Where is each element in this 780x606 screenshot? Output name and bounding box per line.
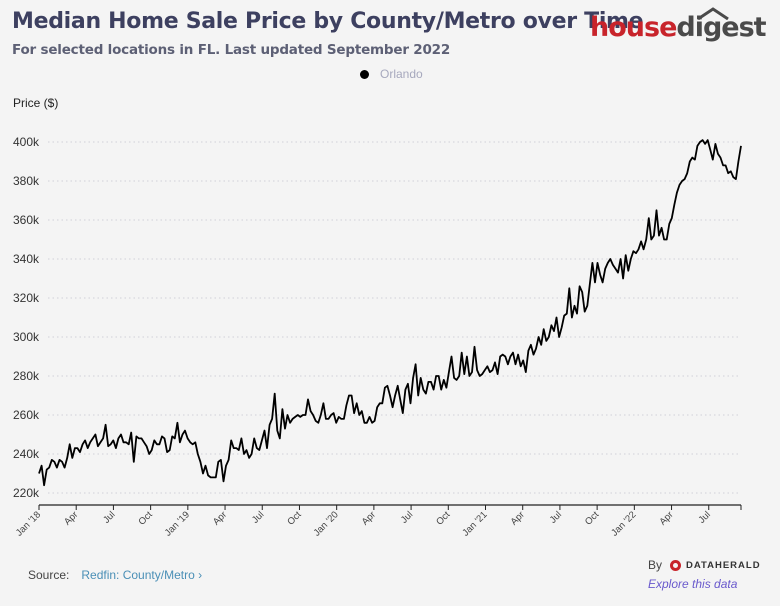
y-tick-label: 400k bbox=[13, 135, 40, 149]
y-tick-label: 360k bbox=[13, 213, 40, 227]
logo-text-house: house bbox=[590, 12, 677, 43]
house-roof-icon bbox=[697, 7, 729, 20]
y-axis-label: Price ($) bbox=[13, 96, 59, 110]
logo-text-digest: digest bbox=[676, 12, 766, 43]
y-tick-label: 300k bbox=[13, 330, 40, 344]
x-tick-label: Apr bbox=[211, 509, 229, 527]
x-tick-label: Jul bbox=[548, 509, 564, 525]
x-tick-label: Jan '20 bbox=[312, 509, 341, 538]
x-tick-label: Apr bbox=[360, 509, 378, 527]
x-tick-label: Apr bbox=[62, 509, 80, 527]
dataherald-logo-icon bbox=[670, 559, 682, 571]
dataherald-brand[interactable]: DATAHERALD bbox=[686, 559, 761, 571]
x-tick-label: Apr bbox=[509, 509, 527, 527]
x-tick-label: Jul bbox=[250, 509, 266, 525]
x-tick-label: Jan '22 bbox=[609, 509, 638, 538]
x-tick-label: Jan '19 bbox=[163, 509, 192, 538]
by-label: By bbox=[648, 558, 663, 572]
x-tick-label: Oct bbox=[434, 509, 452, 527]
x-tick-label: Jan '21 bbox=[460, 509, 489, 538]
chevron-right-icon: › bbox=[194, 568, 203, 582]
series-line-orlando bbox=[38, 139, 742, 487]
line-chart: 220k 240k 260k 280k 300k 320k 340k 360k 380k 400k… bbox=[13, 135, 742, 539]
chart-subtitle: For selected locations in FL. Last updat… bbox=[12, 42, 451, 58]
explore-data-link[interactable]: Explore this data bbox=[648, 577, 738, 591]
legend: Orlando bbox=[360, 67, 423, 81]
x-tick-label: Jan '18 bbox=[14, 509, 43, 538]
y-tick-label: 340k bbox=[13, 252, 40, 266]
y-tick-label: 240k bbox=[13, 447, 40, 461]
chart-title: Median Home Sale Price by County/Metro o… bbox=[12, 9, 644, 34]
x-tick-label: Oct bbox=[583, 509, 601, 527]
x-tick-label: Jul bbox=[697, 509, 713, 525]
y-tick-label: 220k bbox=[13, 486, 40, 500]
source-link[interactable]: Redfin: County/Metro › bbox=[81, 568, 203, 582]
x-tick-label: Oct bbox=[285, 509, 303, 527]
x-tick-label: Jul bbox=[101, 509, 117, 525]
x-tick-label: Apr bbox=[657, 509, 675, 527]
legend-label-orlando[interactable]: Orlando bbox=[380, 67, 423, 81]
y-tick-label: 380k bbox=[13, 174, 40, 188]
x-tick-label: Oct bbox=[137, 509, 155, 527]
y-tick-label: 260k bbox=[13, 408, 40, 422]
y-tick-label: 280k bbox=[13, 369, 40, 383]
source-line: Source: Redfin: County/Metro › bbox=[28, 568, 202, 582]
x-tick-label: Jul bbox=[399, 509, 415, 525]
legend-marker-orlando bbox=[360, 69, 369, 79]
y-tick-label: 320k bbox=[13, 291, 40, 305]
source-label: Source: bbox=[28, 568, 70, 582]
attribution: By DATAHERALD bbox=[648, 558, 761, 572]
housedigest-logo[interactable]: housedigest bbox=[590, 12, 767, 43]
